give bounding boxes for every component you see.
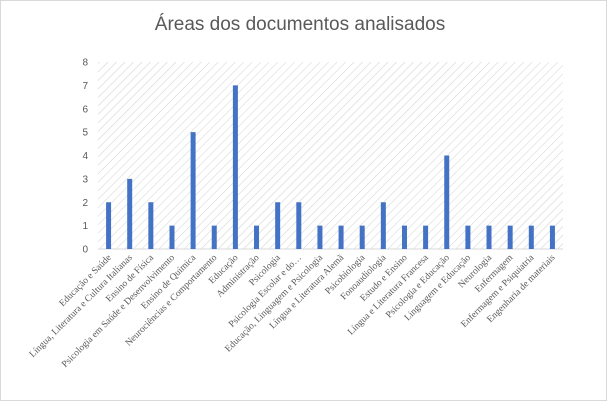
- bar: [254, 225, 260, 250]
- y-tick-label: 5: [82, 128, 88, 139]
- bar: [275, 202, 281, 249]
- bar: [549, 225, 555, 250]
- plot-background: [98, 62, 563, 249]
- bar: [296, 202, 302, 249]
- y-axis: 0 1 2 3 4 5 6 7 8: [82, 58, 88, 256]
- bar: [401, 225, 407, 250]
- chart-title: Áreas dos documentos analisados: [155, 14, 445, 35]
- bar: [127, 178, 133, 250]
- bars: [106, 85, 555, 250]
- bar: [528, 225, 534, 250]
- bar: [359, 225, 365, 250]
- bar: [190, 132, 196, 250]
- bar: [211, 225, 217, 250]
- bar: [317, 225, 323, 250]
- bar: [444, 155, 450, 249]
- y-tick-label: 3: [82, 174, 88, 185]
- bar: [169, 225, 175, 250]
- bar: [423, 225, 429, 250]
- bar: [232, 85, 238, 250]
- bar: [148, 202, 154, 249]
- plot-area: [98, 62, 563, 250]
- y-tick-label: 8: [82, 58, 88, 69]
- y-tick-label: 7: [82, 81, 88, 92]
- bar: [106, 202, 112, 249]
- bar: [380, 202, 386, 249]
- y-tick-label: 2: [82, 198, 88, 209]
- bar: [486, 225, 492, 250]
- bar: [507, 225, 513, 250]
- bar: [465, 225, 471, 250]
- y-tick-label: 1: [82, 221, 88, 232]
- bar: [338, 225, 344, 250]
- y-tick-label: 4: [82, 151, 88, 162]
- y-tick-label: 6: [82, 104, 88, 115]
- y-tick-label: 0: [82, 245, 88, 256]
